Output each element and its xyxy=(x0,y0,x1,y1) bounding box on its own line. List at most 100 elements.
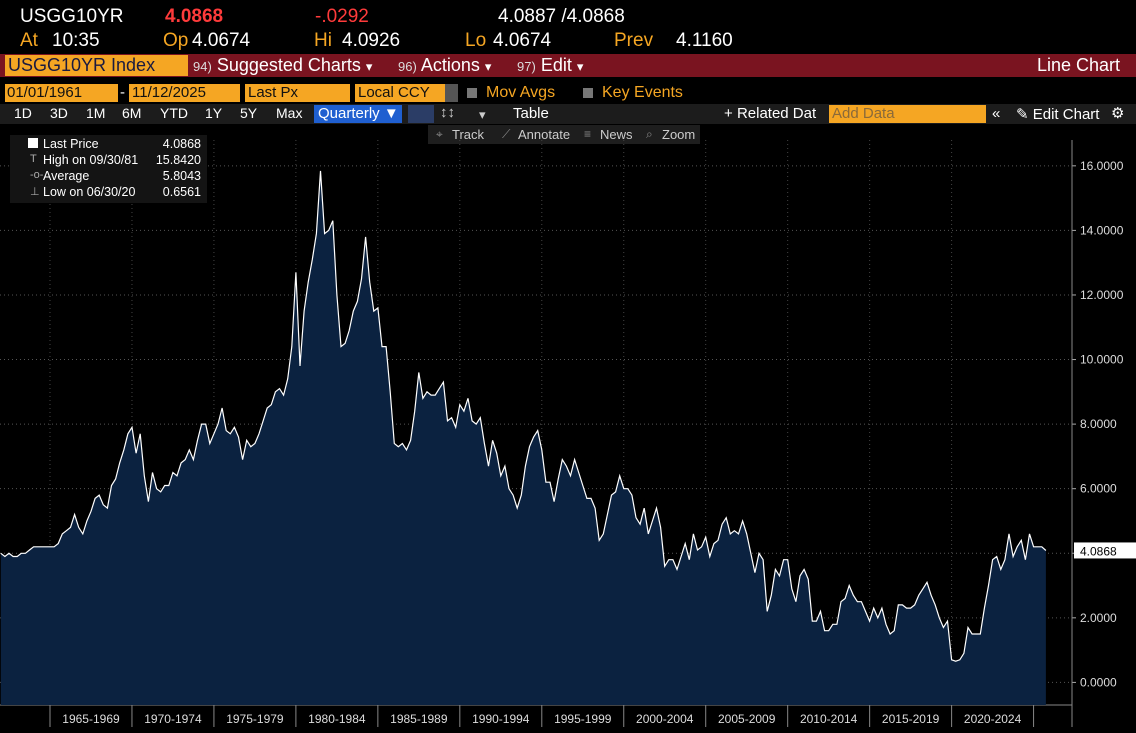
tool-bar xyxy=(428,125,700,144)
icon-dropdown[interactable]: ▾ xyxy=(479,107,486,122)
area-fill xyxy=(0,170,1046,705)
tool-button[interactable]: Track xyxy=(452,127,485,142)
legend-icon: -o- xyxy=(30,169,44,181)
open: 4.0674 xyxy=(192,30,251,51)
y-tick-label: 6.0000 xyxy=(1080,482,1117,496)
change: -.0292 xyxy=(315,6,369,27)
menu-item[interactable]: 94) Suggested Charts ▾ xyxy=(193,55,373,75)
related-button[interactable]: + Related Dat xyxy=(724,105,817,122)
x-period-label: 2000-2004 xyxy=(636,712,694,726)
x-period-label: 1990-1994 xyxy=(472,712,530,726)
menu-item[interactable]: 97) Edit ▾ xyxy=(517,55,584,75)
legend xyxy=(10,135,207,203)
legend-label: Average xyxy=(43,169,90,183)
checkbox[interactable] xyxy=(467,88,477,98)
open-label: Op xyxy=(163,30,189,51)
range-button[interactable]: Max xyxy=(276,105,303,121)
table-button[interactable]: Table xyxy=(513,105,549,122)
range-button[interactable]: 5Y xyxy=(240,105,258,121)
bar-icon[interactable]: ↕↕ xyxy=(440,104,455,121)
tool-icon[interactable]: ⌕ xyxy=(646,127,653,141)
menu-label: Suggested Charts xyxy=(216,55,361,75)
collapse-button[interactable]: « xyxy=(992,105,1001,122)
low-label: Lo xyxy=(465,30,487,51)
date-dash: - xyxy=(120,84,125,101)
x-period-label: 1985-1989 xyxy=(390,712,448,726)
legend-value: 0.6561 xyxy=(162,185,201,199)
menu-num: 97) xyxy=(517,59,536,74)
y-tick-label: 8.0000 xyxy=(1080,417,1117,431)
last-price: 4.0868 xyxy=(165,6,224,27)
security-box[interactable]: USGG10YR Index xyxy=(5,55,188,76)
range-button[interactable]: 3D xyxy=(50,105,68,121)
related-label: Related Dat xyxy=(736,105,817,122)
tool-icon[interactable]: ≡ xyxy=(584,127,592,141)
x-period-label: 1980-1984 xyxy=(308,712,366,726)
tool-button[interactable]: News xyxy=(600,127,633,142)
legend-value: 15.8420 xyxy=(155,153,201,167)
check-label: Key Events xyxy=(602,84,683,101)
tool-button[interactable]: Zoom xyxy=(662,127,696,142)
range-button[interactable]: YTD xyxy=(160,105,188,121)
ticker: USGG10YR xyxy=(20,6,124,27)
time-label: At xyxy=(20,30,38,51)
x-period-label: 2010-2014 xyxy=(800,712,858,726)
range-button[interactable]: 1M xyxy=(86,105,106,121)
y-tick-label: 0.0000 xyxy=(1080,675,1117,689)
menu-label: Actions xyxy=(420,55,480,75)
checkbox[interactable] xyxy=(583,88,593,98)
legend-value: 4.0868 xyxy=(162,137,201,151)
start-date[interactable]: 01/01/1961 xyxy=(5,84,118,102)
dropdown[interactable] xyxy=(445,84,458,102)
high-label: Hi xyxy=(314,30,332,51)
x-period-label: 2005-2009 xyxy=(718,712,776,726)
x-period-label: 1965-1969 xyxy=(62,712,120,726)
y-tick-label: 2.0000 xyxy=(1080,611,1117,625)
x-period-label: 2020-2024 xyxy=(964,712,1022,726)
edit-chart-button[interactable]: ✎ Edit Chart xyxy=(1016,106,1100,123)
last-value-box xyxy=(1074,542,1136,559)
last-value-label: 4.0868 xyxy=(1080,544,1117,558)
legend-swatch xyxy=(28,138,38,148)
edit-label: Edit Chart xyxy=(1032,106,1100,123)
legend-icon: ⊥ xyxy=(30,186,40,198)
time: 10:35 xyxy=(52,30,100,51)
high: 4.0926 xyxy=(342,30,401,51)
currency-select[interactable]: Local CCY xyxy=(355,84,445,102)
prev: 4.1160 xyxy=(676,30,733,51)
tool-button[interactable]: Annotate xyxy=(518,127,571,142)
range-button[interactable]: 6M xyxy=(122,105,142,121)
legend-label: High on 09/30/81 xyxy=(43,153,139,167)
menu-num: 96) xyxy=(398,59,417,74)
period-select[interactable]: Quarterly ▼ xyxy=(314,105,402,123)
menu-label: Edit xyxy=(540,55,572,75)
legend-label: Last Price xyxy=(43,137,99,151)
menu-bar xyxy=(0,54,1136,77)
low: 4.0674 xyxy=(493,30,552,51)
tool-icon[interactable]: ⌖ xyxy=(436,127,443,141)
menu-item[interactable]: 96) Actions ▾ xyxy=(398,55,492,75)
x-period-label: 1995-1999 xyxy=(554,712,612,726)
menu-num: 94) xyxy=(193,59,212,74)
tool-icon[interactable]: ⟋ xyxy=(502,127,511,141)
prev-label: Prev xyxy=(614,30,654,51)
legend-icon: T xyxy=(30,153,37,165)
y-tick-label: 12.0000 xyxy=(1080,288,1124,302)
y-tick-label: 14.0000 xyxy=(1080,223,1124,237)
field-select[interactable]: Last Px xyxy=(245,84,350,102)
range-button[interactable]: 1D xyxy=(14,105,32,121)
legend-value: 5.8043 xyxy=(162,169,201,183)
range-button[interactable]: 1Y xyxy=(205,105,223,121)
line-icon[interactable] xyxy=(408,105,434,123)
price-line xyxy=(0,170,1047,662)
legend-label: Low on 06/30/20 xyxy=(43,185,136,199)
end-date[interactable]: 11/12/2025 xyxy=(129,84,240,102)
add-data-input[interactable]: Add Data xyxy=(829,105,986,123)
chart-kind: Line Chart xyxy=(1036,55,1120,75)
bid-ask: 4.0887 /4.0868 xyxy=(498,6,625,27)
x-period-label: 1975-1979 xyxy=(226,712,284,726)
period-label: Quarterly xyxy=(318,105,380,122)
check-label: Mov Avgs xyxy=(486,84,556,101)
settings-icon[interactable]: ⚙ xyxy=(1111,105,1125,122)
